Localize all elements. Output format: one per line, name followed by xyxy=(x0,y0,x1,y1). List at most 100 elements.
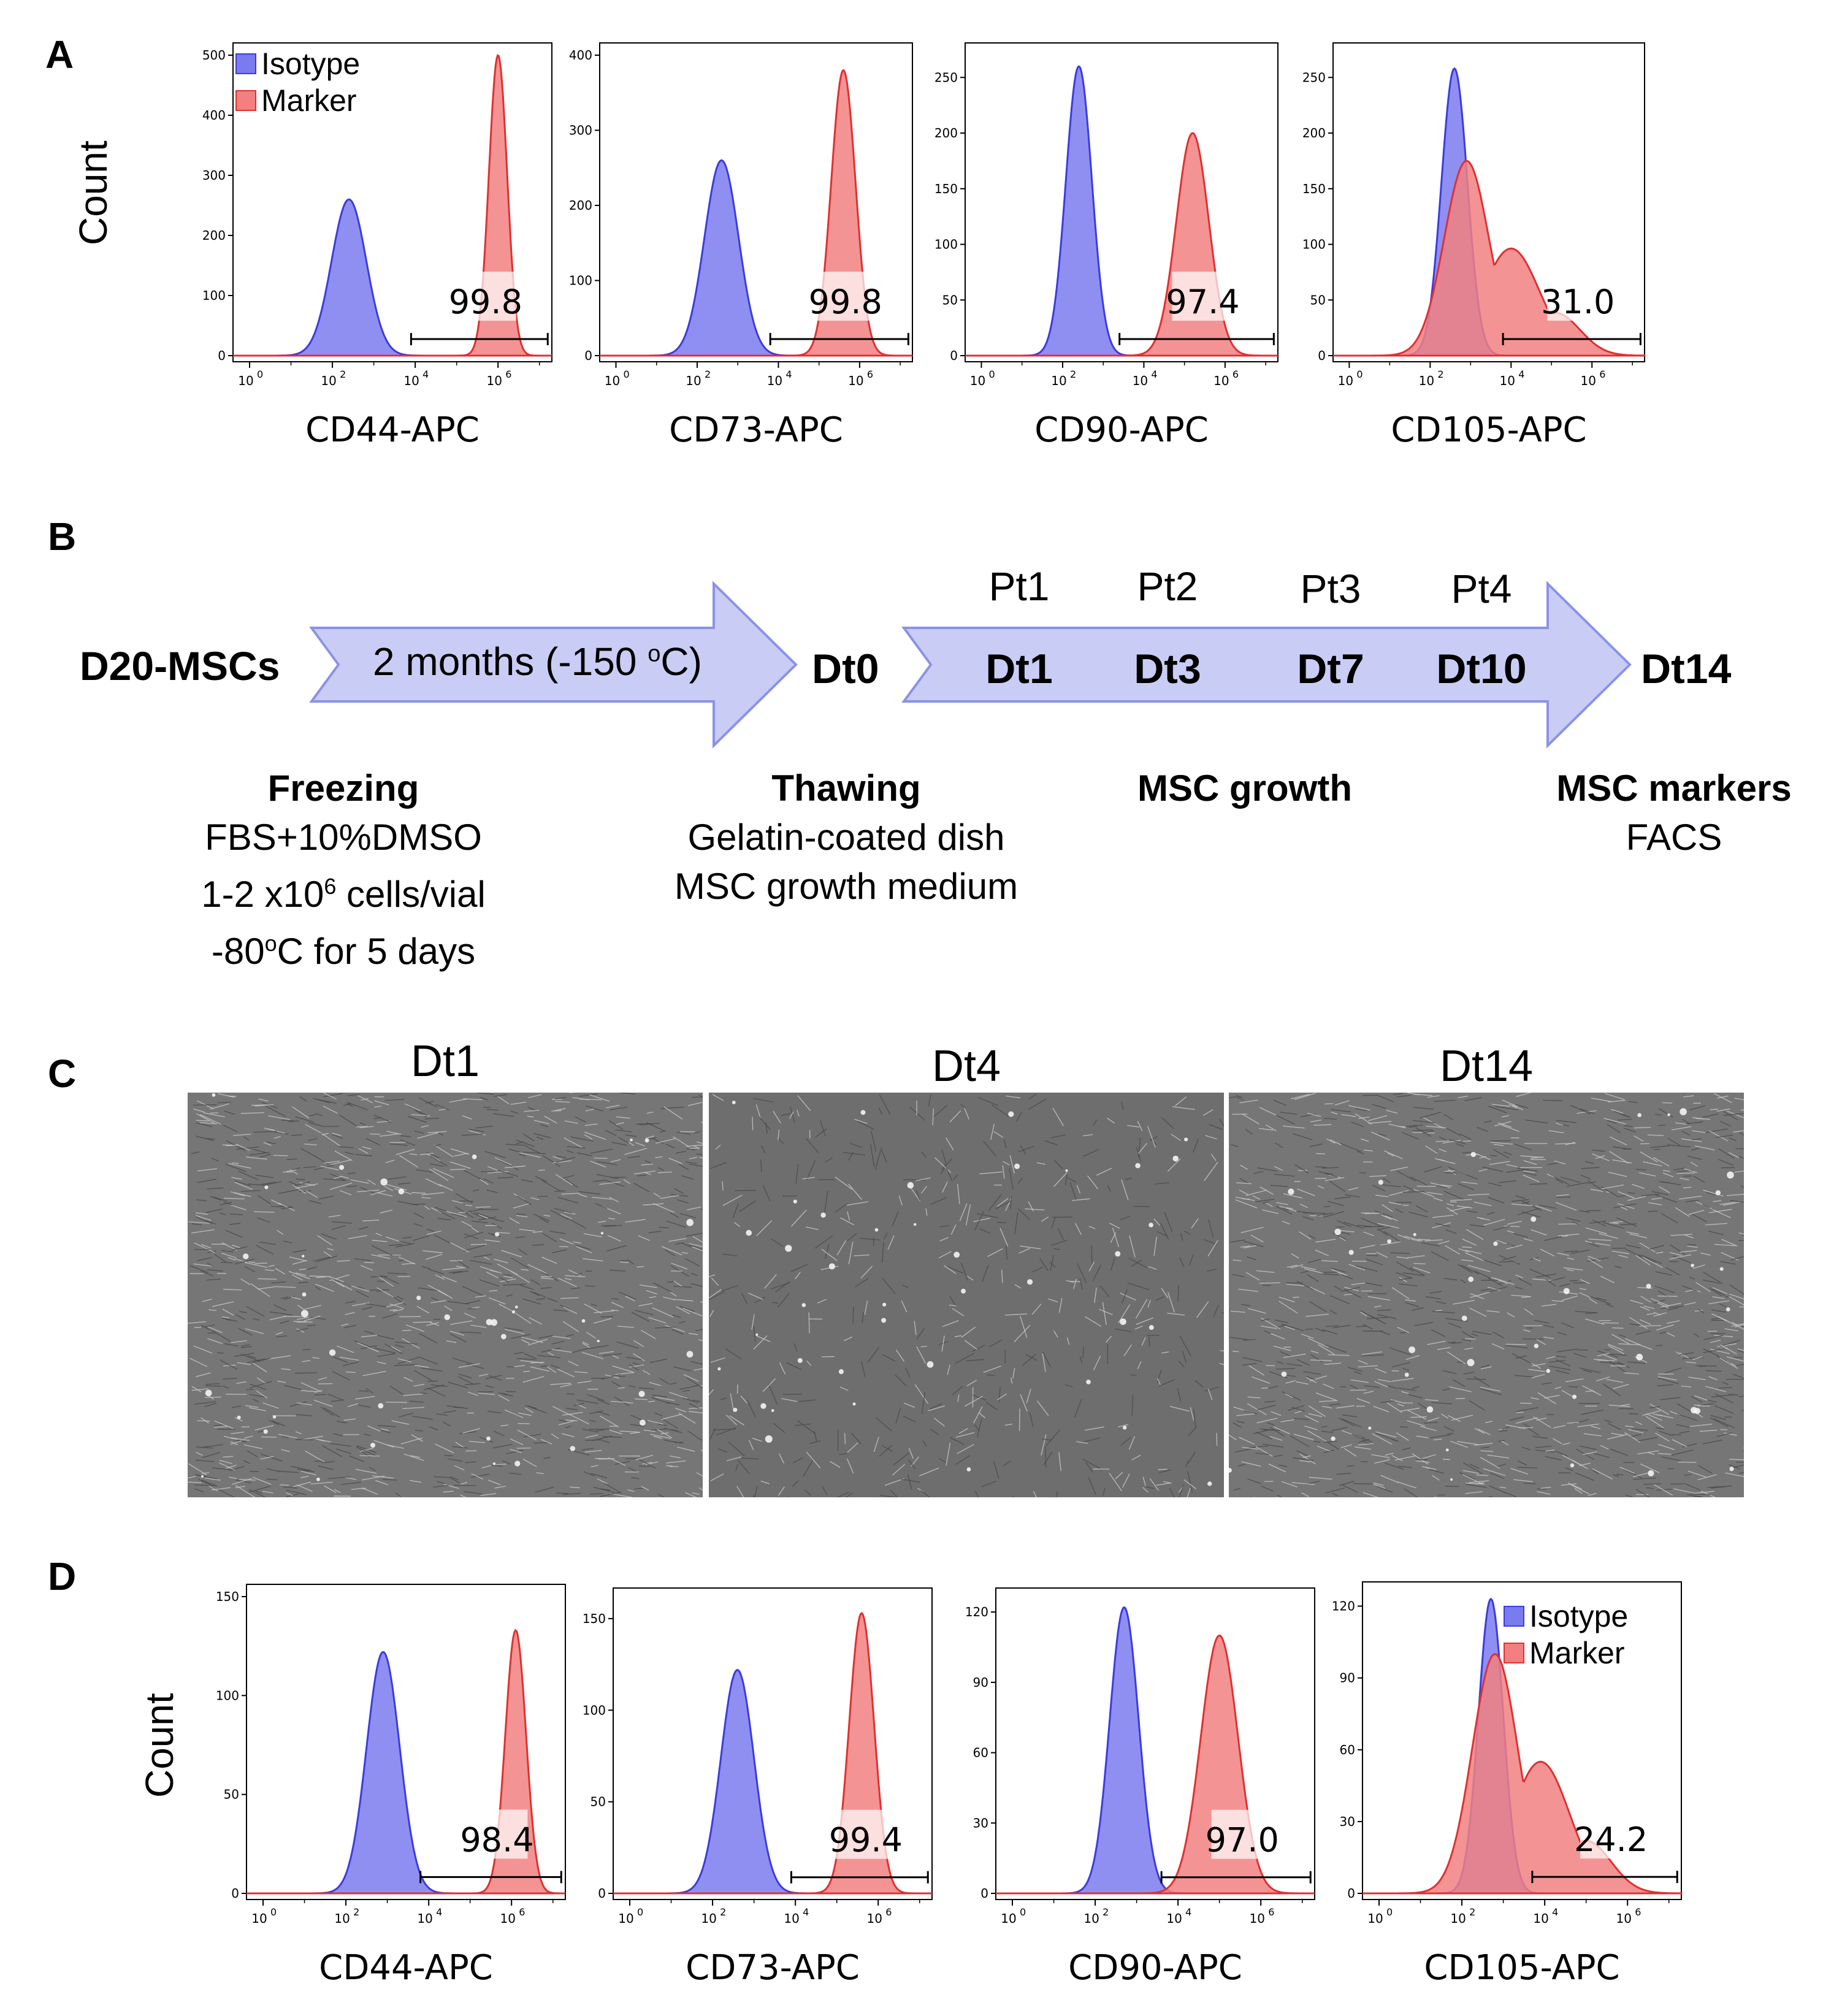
cell-streak xyxy=(1657,1296,1677,1297)
x-tick-label: 10 xyxy=(334,1911,350,1926)
bright-cell xyxy=(967,1467,971,1472)
cell-streak xyxy=(247,1389,253,1390)
growth-title: MSC growth xyxy=(1091,764,1398,813)
bright-cell xyxy=(732,1101,736,1104)
freezing-temp-post: C for 5 days xyxy=(277,931,475,972)
bright-cell xyxy=(1467,1359,1475,1366)
y-tick-label: 0 xyxy=(598,1886,606,1901)
y-axis-label-d: Count xyxy=(137,1675,180,1798)
bright-cell xyxy=(416,1296,421,1300)
start-label: D20-MSCs xyxy=(80,643,280,689)
markers-title: MSC markers xyxy=(1527,764,1821,813)
x-axis-label: CD73-APC xyxy=(686,1948,860,1988)
bright-cell xyxy=(771,1409,774,1412)
bright-cell xyxy=(820,1213,825,1218)
bright-cell xyxy=(640,1419,646,1426)
cell-streak xyxy=(1403,1191,1424,1192)
legend-panel-d: Isotype Marker xyxy=(1504,1598,1628,1671)
bright-cell xyxy=(601,1232,603,1234)
day-label-dt7: Dt7 xyxy=(1275,645,1386,693)
bright-cell xyxy=(1027,1279,1033,1285)
cell-streak xyxy=(1612,1328,1624,1329)
bright-cell xyxy=(1408,1346,1415,1353)
cell-streak xyxy=(783,1394,802,1395)
bright-cell xyxy=(630,1139,633,1142)
bright-cell xyxy=(1413,1233,1416,1236)
bright-cell xyxy=(339,1165,344,1170)
marker-swatch xyxy=(1504,1643,1524,1663)
cell-streak xyxy=(1569,1386,1578,1387)
x-tick-exponent: 0 xyxy=(1386,1906,1393,1918)
bright-cell xyxy=(686,1219,694,1226)
storage-degree: o xyxy=(648,641,660,667)
bright-cell xyxy=(839,1369,844,1374)
bright-cell xyxy=(1570,1464,1575,1468)
bright-cell xyxy=(1691,1407,1697,1414)
bright-cell xyxy=(1120,1318,1126,1325)
bright-cell xyxy=(687,1351,694,1357)
bright-cell xyxy=(486,1437,491,1441)
bright-cell xyxy=(1648,1470,1654,1476)
bright-cell xyxy=(1331,1437,1335,1441)
bright-cell xyxy=(798,1358,803,1363)
cell-streak xyxy=(1523,1339,1544,1340)
bright-cell xyxy=(1172,1156,1179,1162)
bright-cell xyxy=(399,1189,404,1194)
y-tick-label: 90 xyxy=(1340,1671,1355,1686)
bright-cell xyxy=(1349,1250,1354,1255)
cell-streak xyxy=(1505,1344,1526,1345)
cell-streak xyxy=(1721,1429,1727,1430)
cell-streak xyxy=(315,1394,326,1395)
bright-cell xyxy=(1427,1407,1433,1413)
bright-cell xyxy=(316,1478,320,1481)
cell-streak xyxy=(516,1214,525,1215)
legend-item-isotype: Isotype xyxy=(1504,1598,1628,1635)
bright-cell xyxy=(1726,1307,1730,1312)
cell-streak xyxy=(1519,1427,1533,1428)
x-tick-exponent: 0 xyxy=(1020,1906,1026,1918)
bright-cell xyxy=(1387,1239,1391,1243)
bright-cell xyxy=(1636,1354,1643,1361)
cell-streak xyxy=(1658,1125,1665,1126)
bright-cell xyxy=(243,1253,248,1259)
bright-cell xyxy=(597,1340,600,1342)
gate-percent-label: 99.4 xyxy=(829,1821,903,1860)
micrograph-dt4 xyxy=(709,1093,1224,1497)
bright-cell xyxy=(1149,1325,1154,1330)
bright-cell xyxy=(1691,1264,1694,1267)
y-tick-label: 120 xyxy=(1332,1599,1355,1614)
x-tick-exponent: 2 xyxy=(1103,1906,1109,1918)
bright-cell xyxy=(201,1475,204,1478)
x-tick-label: 10 xyxy=(701,1911,716,1926)
cell-streak xyxy=(450,1169,465,1170)
storage-label: 2 months (-150 oC) xyxy=(373,639,702,684)
x-tick-exponent: 4 xyxy=(1185,1906,1191,1918)
x-tick-label: 10 xyxy=(1083,1911,1099,1926)
cell-streak xyxy=(635,1488,643,1489)
bright-cell xyxy=(205,1390,212,1397)
cell-streak xyxy=(288,1121,294,1122)
bright-cell xyxy=(765,1435,773,1443)
bright-cell xyxy=(1086,1380,1091,1384)
x-tick-label: 10 xyxy=(1001,1911,1016,1926)
y-tick-label: 30 xyxy=(1340,1814,1355,1829)
cell-streak xyxy=(232,1163,239,1164)
x-tick-label: 10 xyxy=(1533,1911,1548,1926)
bright-cell xyxy=(760,1403,766,1409)
cell-streak xyxy=(1683,1176,1692,1177)
thawing-title: Thawing xyxy=(632,764,1061,813)
bright-cell xyxy=(514,1460,520,1466)
x-tick-exponent: 2 xyxy=(720,1906,726,1918)
bright-cell xyxy=(512,1310,515,1313)
bright-cell xyxy=(1378,1180,1383,1185)
cell-streak xyxy=(495,1464,506,1465)
cell-streak xyxy=(1045,1446,1046,1468)
bright-cell xyxy=(237,1416,241,1419)
bright-cell xyxy=(755,1334,758,1336)
bright-cell xyxy=(645,1138,649,1142)
bright-cell xyxy=(1462,1316,1467,1321)
cell-streak xyxy=(1543,1100,1562,1101)
cell-streak xyxy=(538,1196,548,1197)
markers-method: FACS xyxy=(1527,813,1821,862)
bright-cell xyxy=(1534,1344,1538,1348)
